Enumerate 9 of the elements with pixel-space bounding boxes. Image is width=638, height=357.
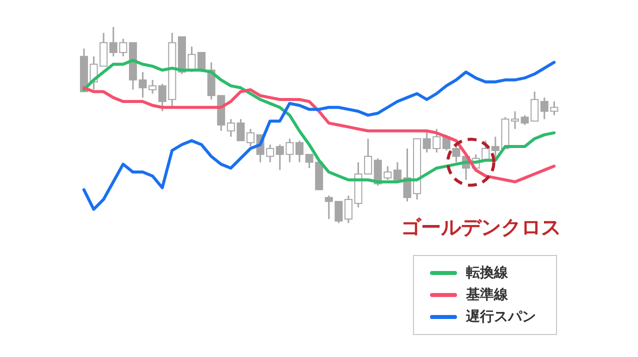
candlestick <box>246 128 255 148</box>
legend-label: 遅行スパン <box>466 308 536 326</box>
annotation: ゴールデンクロス <box>400 215 561 240</box>
candlestick <box>511 110 519 130</box>
legend-label: 基準線 <box>466 286 508 304</box>
candlestick <box>344 194 352 223</box>
legend-label: 転換線 <box>466 264 508 282</box>
candlestick <box>295 140 304 163</box>
candlestick <box>198 52 206 73</box>
